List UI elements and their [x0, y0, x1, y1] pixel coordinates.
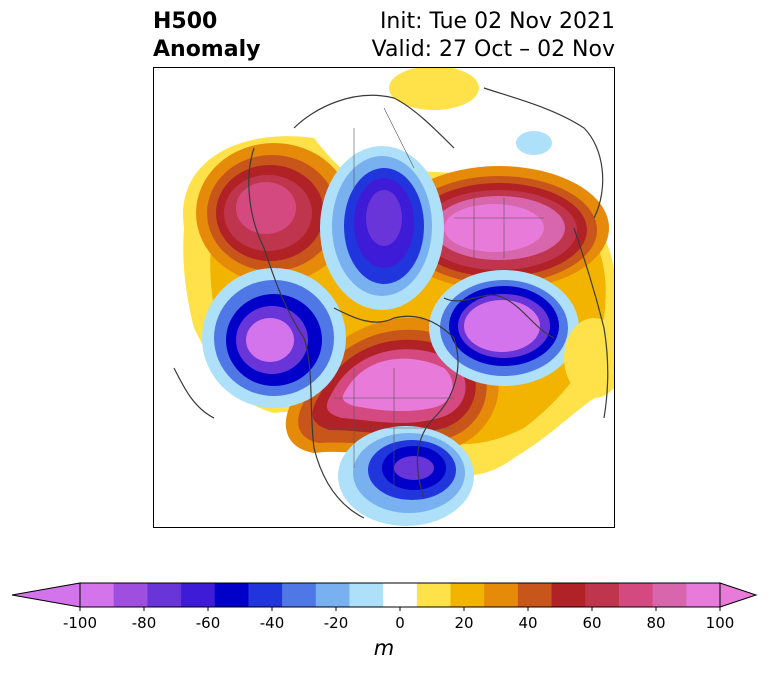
colorbar-bin	[214, 583, 249, 607]
colorbar-tick-label: 20	[454, 614, 474, 632]
colorbar-bin	[80, 583, 115, 607]
positive-lobe-nw	[196, 143, 352, 283]
title-block-left: H500 Anomaly	[153, 8, 260, 64]
colorbar-bin	[181, 583, 216, 607]
colorbar-tick-label: -40	[259, 614, 285, 632]
coastlines	[173, 87, 609, 519]
colorbar-tick-label: 40	[518, 614, 538, 632]
map-canvas	[173, 68, 614, 526]
colorbar-bin	[315, 583, 350, 607]
colorbar-bin	[147, 583, 182, 607]
colorbar-tick-label: -20	[323, 614, 349, 632]
colorbar-tick-label: 60	[582, 614, 602, 632]
colorbar-tick-label: 0	[395, 614, 405, 632]
colorbar-bin	[416, 583, 452, 607]
colorbar-bin	[585, 583, 620, 607]
negative-lobe-north	[320, 146, 444, 310]
colorbar-bin	[113, 583, 148, 607]
init-time: Init: Tue 02 Nov 2021	[379, 9, 615, 34]
field-name: H500	[153, 9, 218, 34]
political-boundaries	[324, 107, 544, 488]
colorbar-bin	[686, 583, 721, 607]
negative-lobe-west	[202, 268, 346, 408]
positive-blob-arctic	[389, 68, 479, 110]
negative-lobe-east	[429, 270, 579, 386]
positive-lobe-south	[285, 318, 499, 455]
positive-blob-east	[564, 318, 614, 398]
colorbar-bin	[517, 583, 553, 607]
colorbar-tick-label: -100	[62, 614, 98, 632]
colorbar-bin	[383, 583, 418, 607]
colorbar-unit: m	[373, 636, 395, 660]
colorbar-extend-low	[11, 582, 81, 608]
colorbar-tick-label: -60	[195, 614, 221, 632]
colorbar-bin	[652, 583, 687, 607]
negative-blob-arctic	[516, 131, 552, 155]
colorbar-bin	[484, 583, 519, 607]
colorbar-tick-label: 100	[705, 614, 735, 632]
colorbar-bin	[349, 583, 384, 607]
negative-lobe-south	[338, 426, 474, 526]
colorbar	[11, 582, 758, 611]
colorbar-tick-label: 80	[646, 614, 666, 632]
title-block-right: Init: Tue 02 Nov 2021 Valid: 27 Oct – 02…	[372, 8, 615, 64]
colorbar-bin	[618, 583, 654, 607]
positive-lobe-ne	[389, 166, 609, 290]
field-type: Anomaly	[153, 37, 261, 62]
colorbar-bin	[248, 583, 283, 607]
colorbar-bin	[551, 583, 586, 607]
anomaly-map	[153, 67, 615, 528]
colorbar-bin	[450, 583, 485, 607]
valid-period: Valid: 27 Oct – 02 Nov	[371, 37, 615, 62]
colorbar-bin	[282, 583, 317, 607]
colorbar-tick-label: -80	[131, 614, 157, 632]
colorbar-extend-high	[719, 582, 758, 608]
